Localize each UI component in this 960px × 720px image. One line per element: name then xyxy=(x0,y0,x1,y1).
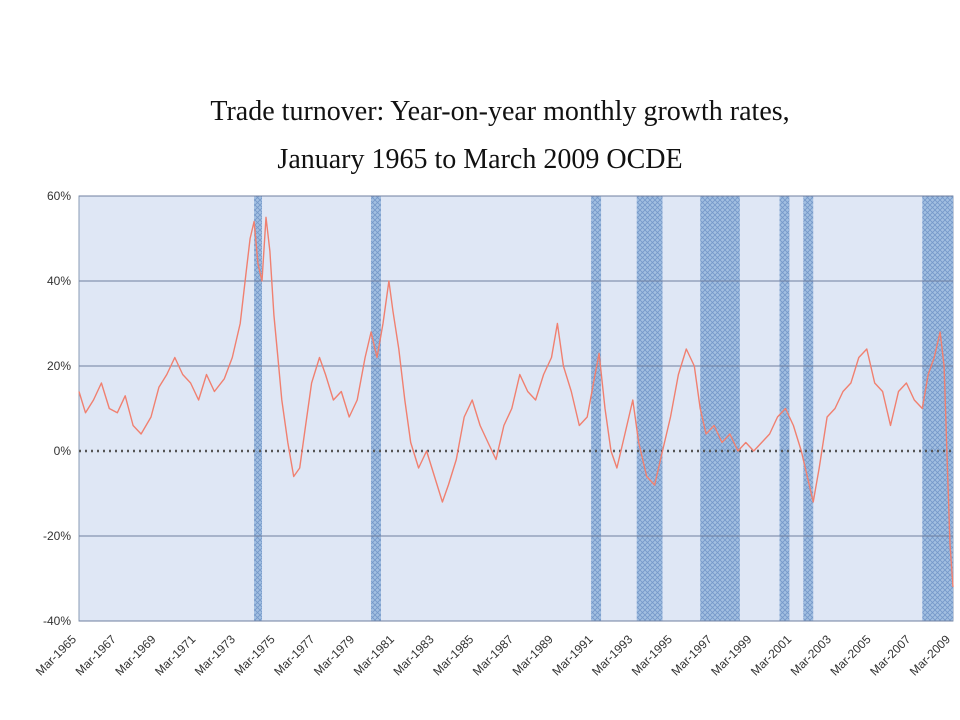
x-tick-label: Mar-1983 xyxy=(390,632,436,678)
x-axis: Mar-1965Mar-1967Mar-1969Mar-1971Mar-1973… xyxy=(33,632,953,678)
x-tick-label: Mar-1977 xyxy=(271,632,317,678)
shaded-period-2 xyxy=(591,196,602,621)
x-tick-label: Mar-1965 xyxy=(33,632,79,678)
plot-background xyxy=(78,195,954,622)
x-tick-label: Mar-2007 xyxy=(867,632,913,678)
gridlines xyxy=(79,195,953,622)
x-tick-label: Mar-1985 xyxy=(430,632,476,678)
x-tick-label: Mar-1987 xyxy=(470,632,516,678)
shaded-period-6 xyxy=(803,196,814,621)
series-line-0 xyxy=(78,216,954,588)
x-tick-label: Mar-1991 xyxy=(549,632,595,678)
x-tick-label: Mar-1975 xyxy=(232,632,278,678)
x-tick-label: Mar-2009 xyxy=(907,632,953,678)
x-tick-label: Mar-1995 xyxy=(629,632,675,678)
y-tick-label: 60% xyxy=(47,189,71,203)
x-tick-label: Mar-2005 xyxy=(827,632,873,678)
x-tick-label: Mar-1999 xyxy=(708,632,754,678)
x-tick-label: Mar-2003 xyxy=(788,632,834,678)
x-tick-label: Mar-1997 xyxy=(669,632,715,678)
shaded-periods xyxy=(254,196,953,621)
x-tick-label: Mar-1969 xyxy=(112,632,158,678)
x-tick-label: Mar-1967 xyxy=(73,632,119,678)
shaded-period-0 xyxy=(254,196,263,621)
chart-subtitle: January 1965 to March 2009 OCDE xyxy=(277,144,683,175)
x-tick-label: Mar-1973 xyxy=(192,632,238,678)
y-tick-label: -20% xyxy=(43,529,71,543)
y-tick-label: 40% xyxy=(47,274,71,288)
x-tick-label: Mar-1989 xyxy=(510,632,556,678)
shaded-period-3 xyxy=(636,196,663,621)
x-tick-label: Mar-1993 xyxy=(589,632,635,678)
x-tick-label: Mar-2001 xyxy=(748,632,794,678)
x-tick-label: Mar-1981 xyxy=(351,632,397,678)
y-tick-label: 20% xyxy=(47,359,71,373)
chart-title: Trade turnover: Year-on-year monthly gro… xyxy=(210,96,790,127)
shaded-period-7 xyxy=(922,196,953,621)
y-axis: 60% 40% 20% 0% -20% -40% xyxy=(43,189,71,628)
shaded-period-1 xyxy=(371,196,381,621)
series-layer xyxy=(78,216,954,588)
x-tick-label: Mar-1971 xyxy=(152,632,198,678)
y-tick-label: 0% xyxy=(54,444,72,458)
shaded-period-5 xyxy=(779,196,790,621)
x-tick-label: Mar-1979 xyxy=(311,632,357,678)
shaded-period-4 xyxy=(700,196,740,621)
y-tick-label: -40% xyxy=(43,614,71,628)
